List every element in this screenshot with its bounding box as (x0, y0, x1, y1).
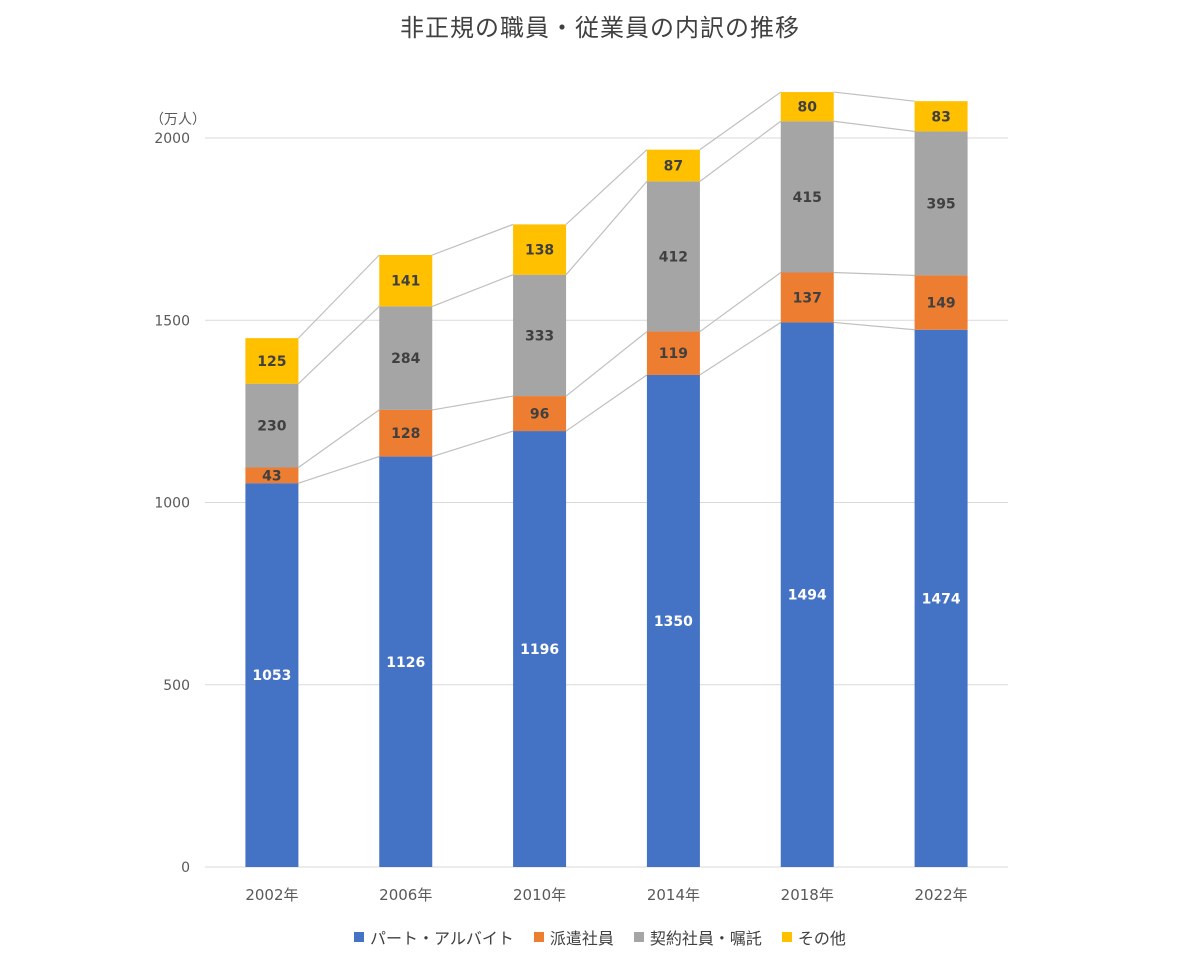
bar-segment (780, 272, 834, 323)
bar-segment (780, 92, 834, 122)
bar-segment (914, 329, 968, 867)
data-label: 1350 (654, 614, 693, 630)
data-label: 395 (926, 196, 955, 212)
bar-segment (513, 431, 567, 867)
y-tick-label: 2000 (154, 131, 190, 147)
y-tick-label: 500 (163, 678, 190, 694)
x-tick-label: 2006年 (379, 886, 432, 904)
bar-segment (914, 275, 968, 330)
bar-segment (379, 255, 433, 307)
data-label: 412 (659, 249, 688, 265)
series-line (699, 91, 782, 151)
series-line (699, 272, 782, 333)
series-line (699, 321, 782, 376)
data-label: 87 (664, 159, 683, 175)
data-label: 1196 (520, 642, 559, 658)
bar-segment (513, 224, 567, 275)
data-label: 125 (257, 354, 286, 370)
x-tick-label: 2010年 (513, 886, 566, 904)
data-label: 80 (798, 100, 818, 116)
bar-segment (379, 409, 433, 457)
x-tick-label: 2022年 (914, 886, 967, 904)
data-label: 119 (659, 346, 688, 362)
data-label: 96 (530, 407, 549, 423)
series-line (699, 120, 782, 182)
data-label: 137 (793, 290, 822, 306)
legend-item: 派遣社員 (533, 925, 614, 949)
data-label: 43 (262, 468, 281, 484)
series-line (565, 374, 648, 432)
y-tick-label: 1500 (154, 313, 190, 329)
legend-item: 契約社員・嘱託 (633, 925, 762, 949)
data-label: 138 (525, 243, 554, 259)
data-label: 149 (926, 296, 955, 312)
series-line (432, 223, 514, 256)
series-line (565, 180, 648, 276)
bar-segment (646, 181, 700, 332)
data-label: 1126 (386, 655, 425, 671)
data-label: 141 (391, 274, 420, 290)
data-label: 230 (257, 419, 286, 435)
bar-segment (245, 338, 299, 384)
legend-label: パート・アルバイト (370, 929, 514, 948)
series-line (833, 91, 915, 102)
bar-segment (780, 322, 834, 867)
series-line (565, 331, 648, 397)
bar-segment (646, 374, 700, 867)
legend-label: 契約社員・嘱託 (649, 929, 762, 948)
chart-legend: パート・アルバイト 派遣社員 契約社員・嘱託 その他 (0, 925, 1200, 949)
bar-segment (646, 331, 700, 375)
legend-swatch (533, 932, 544, 942)
bar-segment (914, 101, 968, 132)
y-unit-label: （万人） (150, 112, 206, 128)
series-line (432, 430, 514, 458)
bar-segment (914, 131, 968, 276)
data-label: 415 (793, 190, 822, 206)
chart-title: 非正規の職員・従業員の内訳の推移 (400, 14, 800, 42)
legend-label: 派遣社員 (549, 929, 614, 948)
series-line (297, 254, 380, 339)
series-line (833, 120, 915, 133)
bar-segment (245, 467, 299, 484)
stacked-bar-chart: 0 500 1000 1500 2000 （万人） 1053 43 230 125 2002年 112… (150, 91, 1008, 904)
bar-segment (379, 456, 433, 867)
legend-label: その他 (797, 929, 846, 948)
data-label: 1494 (788, 588, 827, 604)
series-line (432, 274, 514, 307)
series-line (298, 305, 380, 385)
series-line (833, 271, 915, 277)
legend-item: その他 (781, 925, 846, 949)
data-label: 128 (391, 426, 420, 442)
legend-item: パート・アルバイト (354, 925, 514, 949)
bar-segment (379, 306, 433, 410)
series-line (432, 395, 514, 411)
legend-swatch (781, 932, 792, 942)
x-tick-label: 2002年 (245, 886, 298, 904)
data-label: 83 (931, 109, 950, 125)
bar-segment (245, 383, 299, 468)
bar-segment (513, 396, 567, 432)
bar-segment (513, 274, 567, 397)
series-line (565, 149, 648, 225)
series-line (298, 456, 380, 484)
legend-swatch (633, 932, 644, 942)
data-label: 1474 (922, 591, 961, 607)
x-tick-label: 2018年 (781, 886, 834, 904)
legend-swatch (354, 932, 365, 942)
x-tick-label: 2014年 (647, 886, 700, 904)
bar-segment (646, 149, 700, 182)
data-label: 284 (391, 351, 420, 367)
bar-segment (780, 121, 834, 273)
data-label: 333 (525, 328, 554, 344)
y-tick-label: 1000 (154, 496, 190, 512)
series-line (298, 409, 380, 468)
y-tick-label: 0 (181, 860, 190, 876)
series-line (833, 321, 915, 331)
bar-segment (245, 483, 299, 867)
data-label: 1053 (252, 668, 291, 684)
